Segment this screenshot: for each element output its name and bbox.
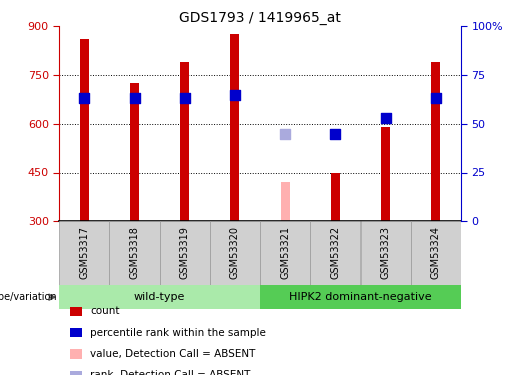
Bar	[331, 172, 340, 221]
Point	[331, 130, 339, 136]
Bar	[210, 221, 260, 285]
Text: percentile rank within the sample: percentile rank within the sample	[90, 328, 266, 338]
Bar	[59, 221, 109, 285]
Point	[231, 92, 239, 98]
Bar	[180, 62, 190, 221]
Text: GSM53319: GSM53319	[180, 226, 190, 279]
Bar	[310, 221, 360, 285]
Bar	[281, 182, 290, 221]
Text: value, Detection Call = ABSENT: value, Detection Call = ABSENT	[90, 349, 255, 359]
Point	[130, 95, 139, 101]
Title: GDS1793 / 1419965_at: GDS1793 / 1419965_at	[179, 11, 341, 25]
Text: GSM53321: GSM53321	[280, 226, 290, 279]
Text: GSM53324: GSM53324	[431, 226, 441, 279]
Bar	[130, 83, 139, 221]
Text: genotype/variation: genotype/variation	[0, 292, 57, 302]
Text: GSM53320: GSM53320	[230, 226, 240, 279]
Point	[181, 95, 189, 101]
Bar	[360, 221, 410, 285]
Text: HIPK2 dominant-negative: HIPK2 dominant-negative	[289, 292, 432, 302]
Bar	[109, 221, 160, 285]
Bar	[260, 285, 461, 309]
Text: GSM53322: GSM53322	[331, 226, 340, 279]
Text: GSM53318: GSM53318	[130, 226, 140, 279]
Bar	[431, 62, 440, 221]
Point	[281, 130, 289, 136]
Text: wild-type: wild-type	[134, 292, 185, 302]
Text: rank, Detection Call = ABSENT: rank, Detection Call = ABSENT	[90, 370, 250, 375]
Bar	[80, 39, 89, 221]
Point	[382, 115, 390, 121]
Text: GSM53317: GSM53317	[79, 226, 89, 279]
Bar	[260, 221, 310, 285]
Point	[432, 95, 440, 101]
Bar	[381, 127, 390, 221]
Bar	[410, 221, 461, 285]
Bar	[59, 285, 260, 309]
Text: GSM53323: GSM53323	[381, 226, 390, 279]
Text: count: count	[90, 306, 119, 316]
Bar	[160, 221, 210, 285]
Point	[80, 95, 89, 101]
Bar	[230, 34, 239, 221]
